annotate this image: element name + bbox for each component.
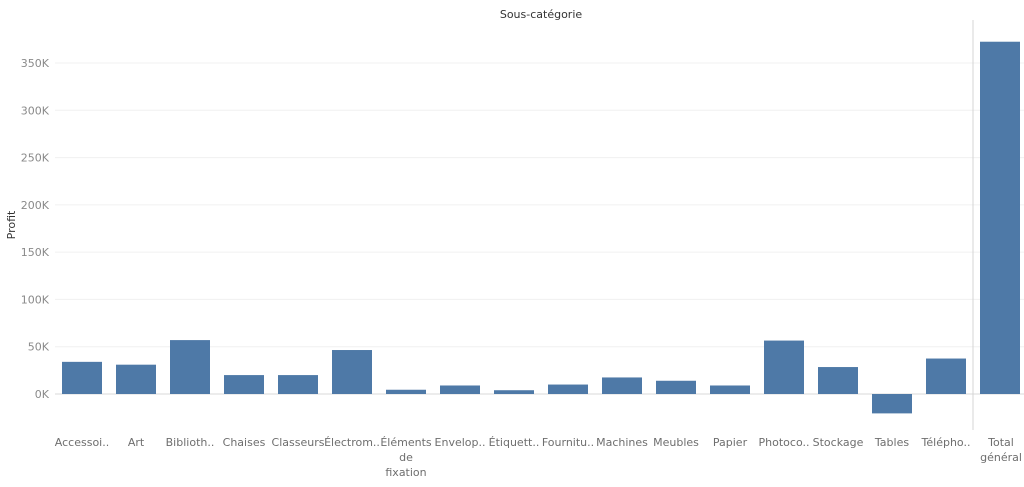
x-category-label: Étiquett.. [489,436,540,449]
y-tick-label: 50K [28,341,50,354]
column-header-title: Sous-catégorie [500,8,583,21]
x-category-label: Stockage [813,436,864,449]
bar[interactable] [818,367,858,394]
x-category-label: Machines [596,436,648,449]
y-tick-label: 250K [21,152,50,165]
y-tick-label: 0K [35,388,50,401]
bar[interactable] [170,340,210,394]
y-axis-title: Profit [5,210,18,239]
x-category-label: Électrom.. [324,436,380,449]
x-axis-category-labels: Accessoi.. Art Biblioth.. Chaises Classeurs É… [55,436,1022,479]
y-axis-ticks: 0K 50K 100K 150K 200K 250K 300K 350K [21,57,50,401]
x-category-label: Art [128,436,145,449]
bar[interactable] [764,340,804,394]
total-bar[interactable] [980,41,1020,394]
bar[interactable] [602,377,642,394]
bar[interactable] [926,358,966,394]
bar[interactable] [62,361,102,394]
bar[interactable] [332,350,372,394]
bar[interactable] [116,364,156,394]
x-category-label: Biblioth.. [166,436,215,449]
x-category-label: Télépho.. [921,436,971,449]
bar[interactable] [440,385,480,394]
x-category-label: Envelop.. [435,436,486,449]
x-category-label: Tables [874,436,909,449]
gridlines [55,62,1024,395]
y-tick-label: 100K [21,293,50,306]
bar[interactable] [278,375,318,394]
x-category-label: Papier [713,436,748,449]
bar[interactable] [224,375,264,394]
y-tick-label: 200K [21,199,50,212]
x-category-label: Accessoi.. [55,436,109,449]
x-category-label: Fournitu.. [542,436,594,449]
bars [62,41,1020,414]
y-tick-label: 350K [21,57,50,70]
bar[interactable] [656,380,696,394]
y-tick-label: 300K [21,104,50,117]
x-category-label: Chaises [223,436,266,449]
bar[interactable] [872,394,912,414]
bar[interactable] [548,384,588,394]
bar[interactable] [386,389,426,394]
x-category-label: Meubles [653,436,699,449]
x-category-label: Photoco.. [759,436,810,449]
bar[interactable] [494,390,534,394]
bar[interactable] [710,385,750,394]
x-category-label: Classeurs [272,436,325,449]
total-category-label: Total général [980,436,1022,464]
x-category-label: Éléments de fixation [380,436,432,479]
y-tick-label: 150K [21,246,50,259]
